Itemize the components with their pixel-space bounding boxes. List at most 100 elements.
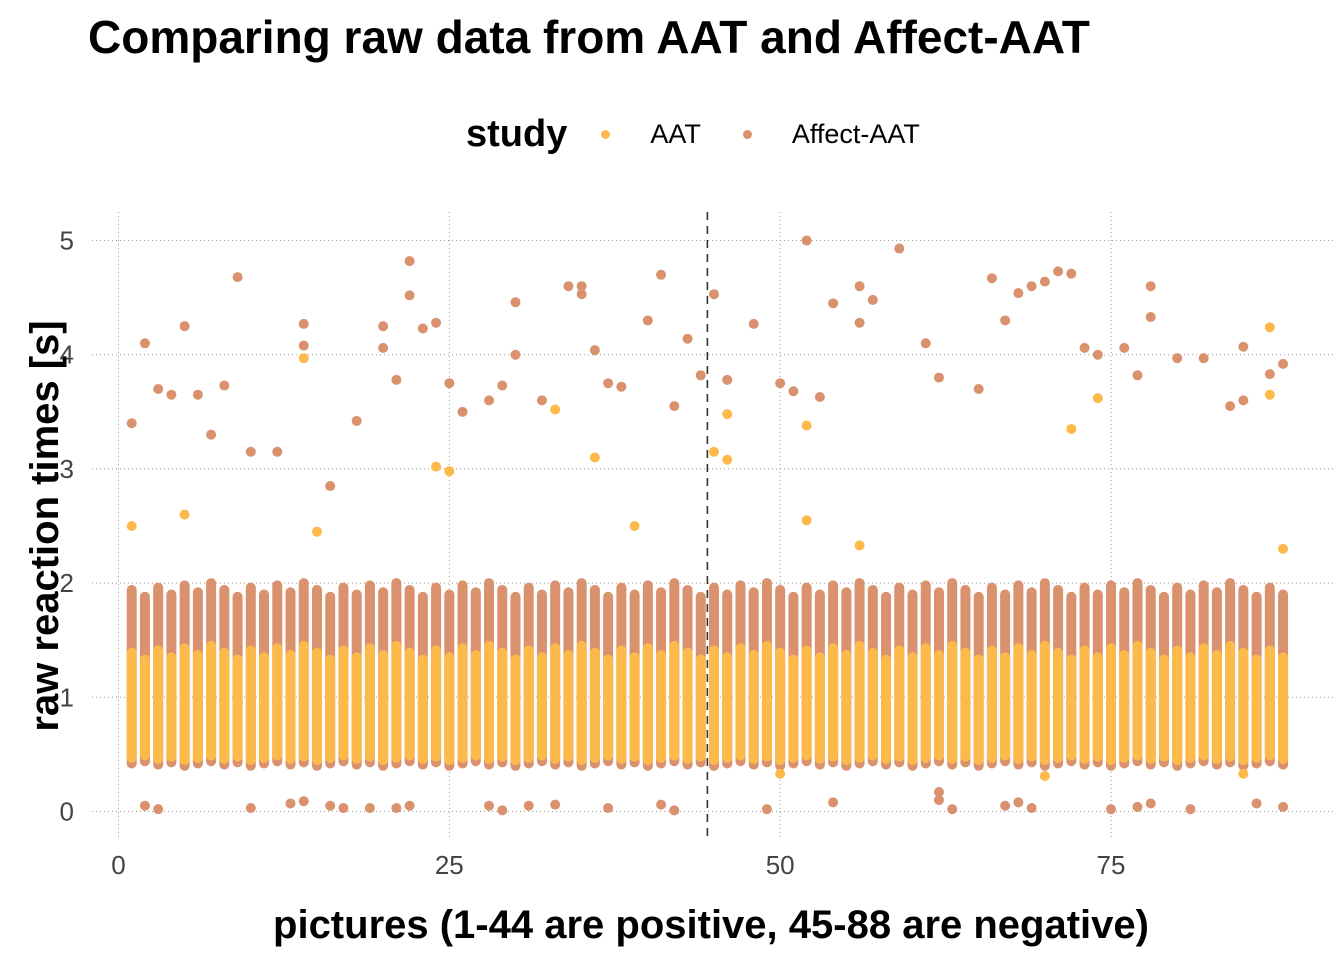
affect-aat-point-2 — [153, 383, 164, 394]
aat-point-12 — [775, 768, 786, 779]
affect-aat-point-65 — [1132, 370, 1143, 381]
affect-aat-point-34 — [616, 381, 627, 392]
affect-aat-point-102 — [1145, 798, 1156, 809]
affect-aat-point-59 — [1039, 276, 1050, 287]
legend-item-aat: AAT — [601, 119, 701, 150]
affect-aat-point-51 — [894, 243, 905, 254]
affect-aat-point-88 — [550, 799, 561, 810]
aat-point-13 — [801, 420, 812, 431]
affect-aat-point-54 — [973, 383, 984, 394]
y-axis-title: raw reaction times [s] — [23, 320, 67, 731]
affect-aat-point-29 — [563, 281, 574, 292]
aat-point-16 — [1039, 771, 1050, 782]
affect-aat-point-58 — [1026, 281, 1037, 292]
aat-point-4 — [431, 461, 442, 472]
affect-aat-point-48 — [854, 281, 865, 292]
affect-aat-point-55 — [986, 273, 997, 284]
affect-aat-point-30 — [576, 281, 587, 292]
aat-point-1 — [179, 509, 190, 520]
affect-aat-point-0 — [126, 418, 137, 429]
legend-label-affect-aat: Affect-AAT — [791, 118, 920, 149]
affect-aat-point-47 — [828, 298, 839, 309]
affect-aat-point-97 — [1000, 800, 1011, 811]
aat-point-8 — [629, 521, 640, 531]
affect-aat-point-100 — [1106, 804, 1117, 815]
affect-aat-point-96 — [947, 804, 958, 815]
x-tick-label-0: 0 — [111, 850, 125, 880]
affect-aat-point-49 — [854, 317, 865, 328]
y-tick-label-4: 4 — [60, 340, 74, 370]
aat-point-19 — [1238, 768, 1249, 779]
affect-aat-point-87 — [523, 800, 534, 811]
affect-aat-point-104 — [1251, 798, 1262, 809]
aat-point-5 — [444, 466, 455, 477]
aat-point-6 — [550, 404, 561, 415]
affect-aat-point-14 — [351, 415, 362, 426]
affect-aat-point-3 — [166, 389, 177, 400]
affect-aat-point-24 — [484, 395, 495, 406]
aat-point-9 — [709, 446, 719, 457]
y-tick-label-5: 5 — [60, 226, 74, 256]
affect-aat-point-86 — [497, 805, 508, 816]
affect-aat-point-11 — [298, 318, 309, 329]
legend-title: study — [466, 112, 568, 155]
affect-aat-point-76 — [153, 804, 164, 815]
affect-aat-point-105 — [1278, 801, 1289, 812]
y-tick-label-1: 1 — [60, 682, 74, 712]
aat-point-18 — [1092, 393, 1103, 404]
affect-aat-point-84 — [404, 800, 415, 811]
x-tick-label-25: 25 — [435, 850, 464, 880]
affect-aat-point-9 — [245, 446, 256, 457]
affect-aat-point-15 — [378, 321, 389, 332]
affect-aat-point-74 — [1278, 358, 1289, 369]
affect-aat-point-37 — [669, 401, 680, 412]
affect-aat-point-52 — [920, 338, 931, 349]
affect-aat-point-83 — [391, 803, 402, 814]
legend-item-affect-aat: Affect-AAT — [742, 118, 920, 150]
affect-aat-point-90 — [656, 799, 667, 810]
affect-aat-point-80 — [325, 800, 336, 811]
x-tick-label-75: 75 — [1097, 850, 1126, 880]
affect-aat-point-36 — [656, 269, 667, 280]
aat-point-7 — [589, 452, 600, 463]
affect-aat-point-4 — [179, 321, 190, 332]
data-points — [126, 235, 1289, 816]
affect-aat-point-38 — [682, 333, 693, 344]
affect-aat-point-77 — [245, 803, 256, 814]
affect-aat-point-46 — [814, 391, 825, 402]
affect-aat-point-19 — [404, 290, 415, 301]
affect-aat-point-43 — [775, 378, 786, 389]
aat-point-11 — [722, 409, 733, 420]
chart-title: Comparing raw data from AAT and Affect-A… — [88, 11, 1090, 63]
x-axis-title: pictures (1-44 are positive, 45-88 are n… — [273, 903, 1149, 947]
aat-point-20 — [1264, 322, 1275, 333]
aat-point-17 — [1066, 423, 1077, 434]
affect-aat-point-16 — [378, 342, 389, 353]
affect-aat-point-101 — [1132, 801, 1143, 812]
affect-aat-point-53 — [933, 372, 944, 383]
affect-aat-point-32 — [589, 345, 600, 356]
affect-aat-point-8 — [232, 272, 243, 283]
affect-aat-point-64 — [1119, 342, 1130, 353]
affect-aat-point-73 — [1264, 369, 1275, 380]
affect-aat-point-22 — [444, 378, 455, 389]
affect-aat-point-82 — [364, 803, 375, 814]
affect-aat-point-93 — [828, 797, 839, 808]
y-tick-label-0: 0 — [60, 796, 74, 826]
affect-aat-point-17 — [391, 374, 402, 385]
affect-aat-point-95 — [933, 787, 944, 798]
aat-point-22 — [1278, 543, 1289, 554]
affect-aat-point-103 — [1185, 804, 1196, 815]
x-tick-label-50: 50 — [766, 850, 795, 880]
affect-aat-point-78 — [285, 798, 296, 809]
y-tick-label-2: 2 — [60, 568, 74, 598]
affect-aat-point-44 — [788, 386, 799, 397]
aat-point-14 — [801, 515, 812, 526]
affect-aat-point-81 — [338, 803, 349, 814]
aat-point-15 — [854, 540, 865, 551]
affect-aat-point-27 — [510, 349, 521, 360]
affect-aat-point-89 — [603, 803, 614, 814]
affect-aat-point-20 — [417, 323, 428, 334]
affect-aat-point-39 — [695, 370, 706, 381]
